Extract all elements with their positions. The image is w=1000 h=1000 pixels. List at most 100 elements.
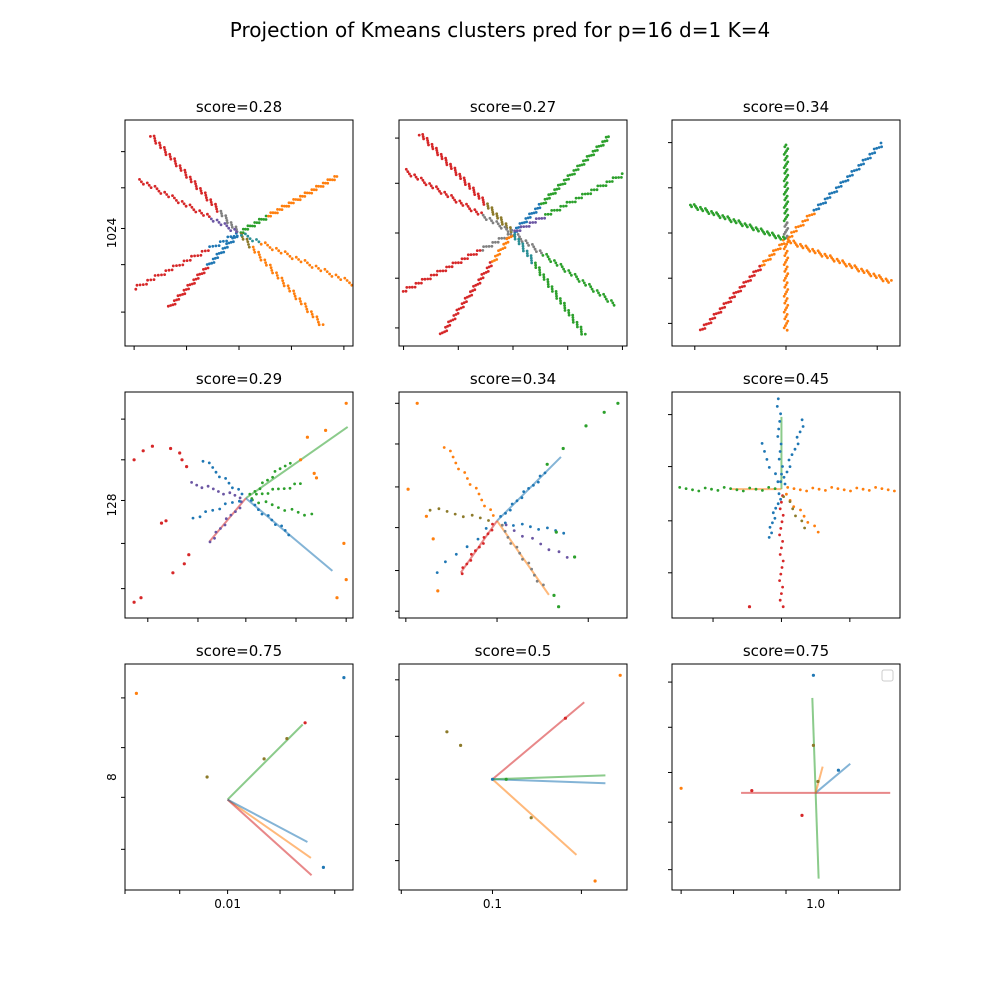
- cluster-point: [215, 252, 219, 256]
- cluster-point: [164, 519, 168, 523]
- projection-line: [208, 497, 247, 543]
- cluster-point: [794, 514, 797, 518]
- cluster-point: [472, 190, 476, 194]
- cluster-point: [435, 149, 439, 152]
- projection-line: [492, 778, 606, 785]
- cluster-point: [282, 284, 286, 288]
- cluster-point: [132, 600, 136, 604]
- cluster-point: [335, 596, 339, 600]
- cluster-point: [582, 281, 586, 285]
- cluster-point: [785, 194, 789, 198]
- cluster-point: [280, 204, 284, 208]
- cluster-point: [571, 200, 574, 204]
- cluster-point: [780, 592, 783, 595]
- cluster-point: [721, 214, 725, 217]
- cluster-point: [310, 310, 313, 313]
- cluster-point: [509, 542, 513, 545]
- cluster-point: [312, 471, 316, 475]
- cluster-point: [485, 245, 488, 248]
- cluster-point: [568, 271, 572, 275]
- cluster-point: [783, 482, 787, 486]
- cluster-point: [219, 527, 222, 530]
- cluster-point: [288, 289, 292, 293]
- cluster-point: [535, 250, 538, 254]
- cluster-point: [565, 556, 569, 559]
- cluster-point: [225, 219, 229, 222]
- cluster-point: [604, 184, 608, 188]
- cluster-point: [196, 277, 200, 280]
- cluster-point: [159, 521, 164, 525]
- cluster-point: [503, 236, 506, 240]
- cluster-point: [290, 257, 294, 261]
- cluster-point: [200, 191, 204, 195]
- cluster-point: [766, 258, 770, 262]
- cluster-point: [299, 458, 303, 462]
- cluster-point: [234, 225, 238, 229]
- cluster-point: [558, 297, 562, 300]
- cluster-point: [452, 314, 456, 317]
- cluster-point: [787, 458, 791, 462]
- cluster-point: [141, 449, 145, 453]
- cluster-point: [575, 275, 578, 279]
- cluster-point: [593, 879, 597, 883]
- cluster-point: [792, 505, 796, 508]
- cluster-point: [417, 133, 421, 137]
- cluster-point: [480, 498, 484, 502]
- plot-area: [679, 673, 891, 879]
- cluster-point: [323, 267, 327, 271]
- cluster-point: [493, 259, 496, 262]
- cluster-point: [182, 202, 186, 206]
- cluster-point: [283, 464, 287, 468]
- cluster-point: [235, 230, 238, 234]
- cluster-point: [811, 673, 816, 677]
- cluster-point: [211, 508, 215, 512]
- axes-frame: [671, 663, 901, 891]
- cluster-point: [311, 315, 315, 319]
- cluster-point: [575, 323, 579, 326]
- cluster-point: [431, 145, 434, 149]
- cluster-point: [554, 261, 558, 265]
- cluster-point: [454, 552, 458, 556]
- cluster-point: [268, 246, 272, 249]
- cluster-point: [786, 173, 790, 177]
- cluster-point: [774, 248, 778, 252]
- cluster-point: [786, 187, 790, 190]
- cluster-point: [864, 158, 867, 161]
- cluster-point: [697, 489, 701, 493]
- cluster-point: [520, 240, 524, 244]
- cluster-point: [224, 477, 228, 480]
- cluster-point: [170, 268, 174, 272]
- cluster-point: [780, 566, 784, 569]
- cluster-point: [435, 185, 438, 189]
- cluster-point: [476, 212, 480, 216]
- cluster-point: [813, 524, 816, 528]
- cluster-point: [425, 136, 429, 140]
- cluster-point: [537, 202, 541, 206]
- cluster-point: [205, 196, 208, 200]
- cluster-point: [785, 313, 789, 316]
- cluster-point: [202, 268, 205, 271]
- cluster-point: [562, 267, 565, 271]
- cluster-point: [586, 192, 590, 196]
- cluster-point: [459, 306, 463, 310]
- cluster-point: [211, 487, 215, 491]
- cluster-point: [546, 526, 549, 530]
- cluster-point: [533, 573, 536, 577]
- cluster-point: [479, 277, 483, 281]
- cluster-point: [245, 237, 249, 241]
- cluster-point: [298, 297, 302, 301]
- cluster-point: [820, 254, 824, 258]
- cluster-point: [708, 317, 712, 321]
- cluster-point: [577, 280, 581, 283]
- cluster-point: [793, 447, 797, 451]
- cluster-point: [555, 264, 559, 267]
- cluster-point: [213, 536, 216, 540]
- cluster-point: [534, 263, 537, 267]
- cluster-point: [786, 486, 790, 489]
- cluster-point: [836, 487, 840, 490]
- cluster-point: [294, 297, 298, 301]
- cluster-point: [503, 529, 507, 533]
- projection-line: [492, 774, 606, 781]
- cluster-point: [726, 215, 730, 219]
- axes-frame: [398, 391, 628, 619]
